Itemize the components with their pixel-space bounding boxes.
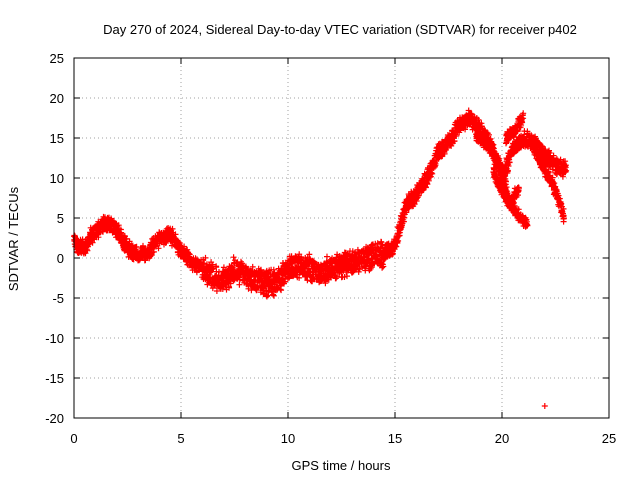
y-tick-label: 25 [50, 51, 64, 66]
x-tick-label: 0 [70, 431, 77, 446]
y-tick-label: -5 [52, 291, 64, 306]
y-tick-label: 15 [50, 131, 64, 146]
y-tick-label: 5 [57, 211, 64, 226]
x-tick-label: 5 [177, 431, 184, 446]
x-axis-label: GPS time / hours [292, 458, 391, 473]
axis-tick-labels: -20 -15 -10 -5 0 5 10 15 20 25 0 5 10 15 20 25 [45, 51, 616, 446]
y-tick-label: 10 [50, 171, 64, 186]
y-axis-label: SDTVAR / TECUs [6, 186, 21, 291]
y-tick-label: -10 [45, 331, 64, 346]
x-tick-label: 10 [281, 431, 295, 446]
y-tick-label: 0 [57, 251, 64, 266]
chart-title: Day 270 of 2024, Sidereal Day-to-day VTE… [103, 22, 577, 37]
x-tick-label: 25 [602, 431, 616, 446]
y-tick-label: -20 [45, 411, 64, 426]
y-tick-label: 20 [50, 91, 64, 106]
x-tick-label: 20 [495, 431, 509, 446]
plot-frame [73, 57, 610, 419]
x-tick-label: 15 [388, 431, 402, 446]
axis-ticks [73, 57, 610, 419]
y-tick-label: -15 [45, 371, 64, 386]
